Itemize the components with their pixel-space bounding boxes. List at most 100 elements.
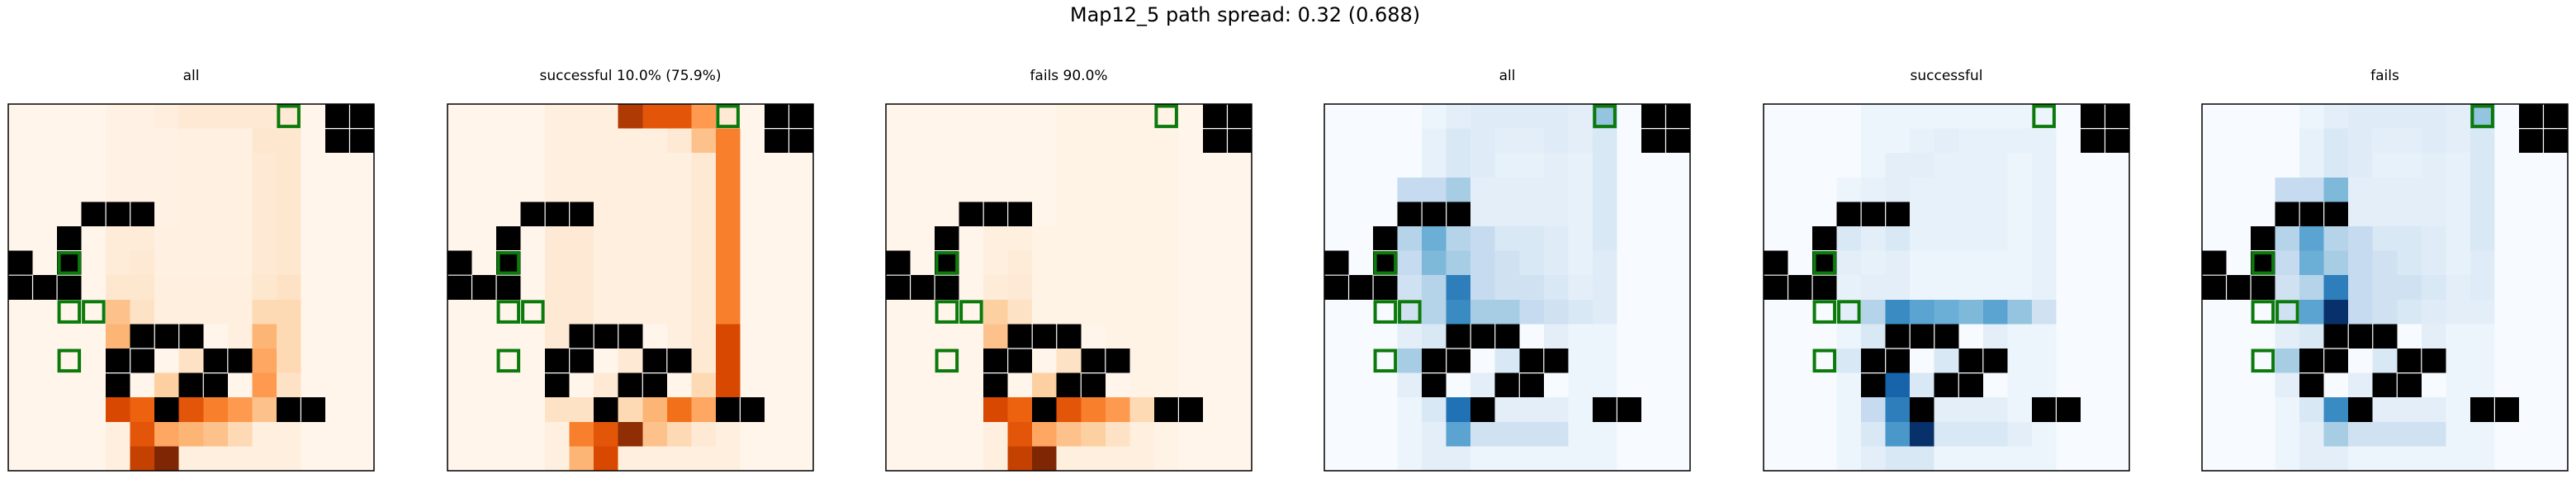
- heat-cell: [1348, 250, 1374, 276]
- heat-cell: [2543, 202, 2569, 227]
- heat-cell: [2056, 226, 2081, 251]
- wall-cell: [764, 128, 789, 154]
- heat-cell: [2494, 446, 2520, 472]
- heat-cell: [618, 349, 643, 373]
- heat-cell: [1032, 104, 1058, 129]
- heat-cell: [2494, 202, 2520, 227]
- heat-cell: [1812, 372, 1837, 398]
- heat-cell: [2105, 421, 2130, 447]
- heat-cell: [545, 446, 571, 472]
- heat-cell: [1178, 202, 1204, 227]
- heat-cell: [2518, 349, 2544, 373]
- wall-cell: [2348, 397, 2374, 423]
- heat-cell: [130, 104, 155, 129]
- heat-cell: [2007, 226, 2033, 251]
- heat-cell: [1178, 128, 1204, 154]
- heat-cell: [569, 421, 594, 447]
- heat-cell: [1934, 299, 1959, 325]
- heat-cell: [642, 128, 668, 154]
- heat-cell: [1885, 446, 1911, 472]
- heatmap-panels: all successful 10.0% (75.9%) fails 90.0% al…: [7, 68, 2569, 472]
- wall-cell: [227, 349, 253, 373]
- heat-cell: [715, 275, 741, 301]
- wall-cell: [1470, 324, 1496, 349]
- heat-cell: [203, 226, 229, 251]
- heat-cell: [1397, 446, 1423, 472]
- heat-cell: [1519, 397, 1545, 423]
- wall-cell: [496, 275, 521, 301]
- heat-cell: [2421, 104, 2446, 129]
- heat-cell: [1494, 250, 1520, 276]
- heat-cell: [1105, 397, 1130, 423]
- heat-cell: [130, 177, 155, 202]
- heat-cell: [2202, 202, 2227, 227]
- heat-cell: [1958, 324, 1984, 349]
- heat-cell: [618, 397, 643, 423]
- panel-title: fails: [2370, 68, 2399, 84]
- heat-cell: [1422, 421, 1447, 447]
- wall-cell: [1958, 349, 1984, 373]
- heat-cell: [1764, 226, 1788, 251]
- heat-cell: [2080, 226, 2105, 251]
- heat-cell: [2202, 177, 2227, 202]
- figure-title: Map12_5 path spread: 0.32 (0.688): [1070, 3, 1420, 26]
- heat-cell: [788, 202, 814, 227]
- heat-cell: [2275, 128, 2300, 154]
- heat-cell: [983, 446, 1009, 472]
- heat-cell: [57, 324, 82, 349]
- heat-cell: [2080, 324, 2105, 349]
- heat-cell: [130, 446, 155, 472]
- wall-cell: [1105, 349, 1130, 373]
- heat-cell: [935, 397, 959, 423]
- heat-cell: [691, 446, 717, 472]
- wall-cell: [1348, 275, 1374, 301]
- heat-cell: [1788, 128, 1813, 154]
- heat-cell: [788, 349, 814, 373]
- heat-cell: [2518, 421, 2544, 447]
- heat-cell: [2007, 421, 2033, 447]
- heat-cell: [983, 397, 1009, 423]
- wall-cell: [1032, 397, 1058, 423]
- heat-cell: [8, 226, 33, 251]
- heat-cell: [2348, 421, 2374, 447]
- heat-cell: [1202, 153, 1228, 178]
- heat-cell: [471, 104, 497, 129]
- heat-cell: [471, 372, 497, 398]
- heat-cell: [178, 446, 204, 472]
- heat-cell: [1982, 372, 2008, 398]
- heat-cell: [886, 177, 911, 202]
- heat-cell: [594, 177, 619, 202]
- heat-cell: [154, 128, 180, 154]
- heat-cell: [1007, 299, 1033, 325]
- heat-cell: [471, 397, 497, 423]
- heat-cell: [1348, 446, 1374, 472]
- heat-cell: [1032, 299, 1058, 325]
- heat-cell: [2275, 177, 2300, 202]
- heat-cell: [1494, 128, 1520, 154]
- heat-cell: [569, 275, 594, 301]
- heat-cell: [2275, 275, 2300, 301]
- heat-cell: [1470, 250, 1496, 276]
- heat-cell: [276, 372, 301, 398]
- heat-cell: [1470, 421, 1496, 447]
- heat-cell: [1861, 275, 1887, 301]
- heat-cell: [203, 250, 229, 276]
- heat-cell: [764, 275, 789, 301]
- heat-cell: [1519, 128, 1545, 154]
- heat-cell: [1958, 250, 1984, 276]
- heat-cell: [2226, 128, 2252, 154]
- heat-cell: [1836, 177, 1862, 202]
- heat-cell: [252, 372, 277, 398]
- wall-cell: [1494, 324, 1520, 349]
- heat-cell: [959, 226, 984, 251]
- wall-cell: [666, 349, 692, 373]
- heat-cell: [1592, 275, 1617, 301]
- heat-cell: [1373, 397, 1398, 423]
- heat-cell: [447, 128, 472, 154]
- heat-cell: [106, 177, 131, 202]
- heat-cell: [1958, 202, 1984, 227]
- wall-cell: [2323, 349, 2349, 373]
- heat-cell: [2469, 250, 2495, 276]
- heat-cell: [788, 275, 814, 301]
- heat-cell: [1081, 299, 1106, 325]
